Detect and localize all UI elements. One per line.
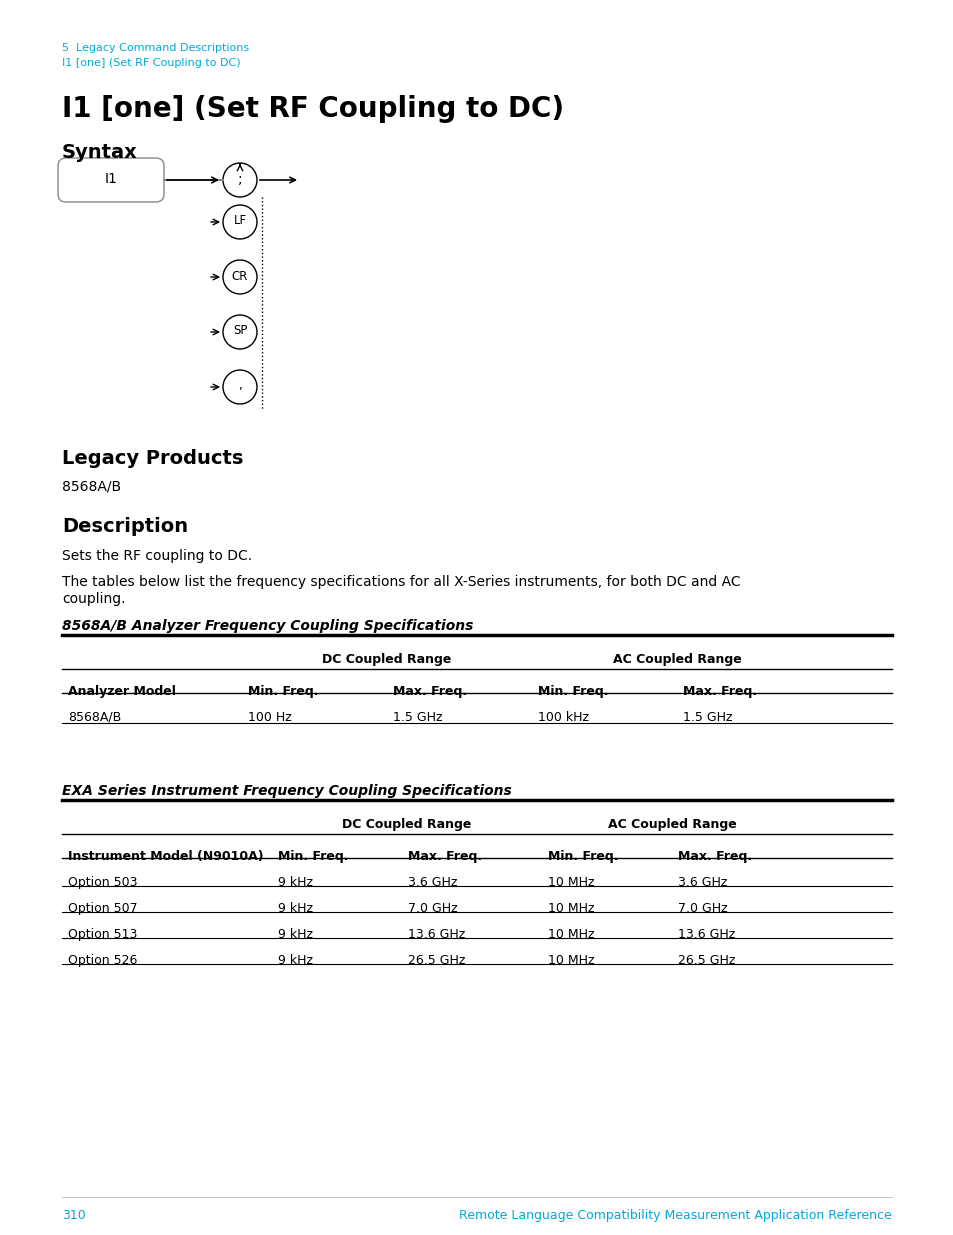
Text: Analyzer Model: Analyzer Model [68,685,175,698]
Text: I1 [one] (Set RF Coupling to DC): I1 [one] (Set RF Coupling to DC) [62,58,240,68]
Text: coupling.: coupling. [62,592,126,606]
Text: Option 507: Option 507 [68,902,137,915]
Text: 9 kHz: 9 kHz [277,953,313,967]
FancyBboxPatch shape [58,158,164,203]
Text: EXA Series Instrument Frequency Coupling Specifications: EXA Series Instrument Frequency Coupling… [62,784,511,798]
Text: 3.6 GHz: 3.6 GHz [678,876,726,889]
Text: AC Coupled Range: AC Coupled Range [607,818,736,831]
Text: 310: 310 [62,1209,86,1221]
Circle shape [223,315,256,350]
Text: 8568A/B Analyzer Frequency Coupling Specifications: 8568A/B Analyzer Frequency Coupling Spec… [62,619,473,634]
Text: I1 [one] (Set RF Coupling to DC): I1 [one] (Set RF Coupling to DC) [62,95,563,124]
Text: Max. Freq.: Max. Freq. [682,685,757,698]
Text: I1: I1 [105,172,117,186]
Text: 5  Legacy Command Descriptions: 5 Legacy Command Descriptions [62,43,249,53]
Text: Syntax: Syntax [62,143,137,162]
Text: 13.6 GHz: 13.6 GHz [678,927,735,941]
Text: 13.6 GHz: 13.6 GHz [408,927,465,941]
Text: 26.5 GHz: 26.5 GHz [408,953,465,967]
Text: 7.0 GHz: 7.0 GHz [678,902,727,915]
Text: 100 kHz: 100 kHz [537,711,588,724]
Text: Min. Freq.: Min. Freq. [547,850,618,863]
Text: LF: LF [233,215,246,227]
Text: CR: CR [232,269,248,283]
Text: Min. Freq.: Min. Freq. [248,685,318,698]
Text: 100 Hz: 100 Hz [248,711,292,724]
Text: Legacy Products: Legacy Products [62,450,243,468]
Circle shape [223,370,256,404]
Text: The tables below list the frequency specifications for all X-Series instruments,: The tables below list the frequency spec… [62,576,740,589]
Text: 1.5 GHz: 1.5 GHz [682,711,732,724]
Text: Min. Freq.: Min. Freq. [537,685,608,698]
Text: 9 kHz: 9 kHz [277,927,313,941]
Text: SP: SP [233,325,247,337]
Text: 1.5 GHz: 1.5 GHz [393,711,442,724]
Text: Option 526: Option 526 [68,953,137,967]
Text: Max. Freq.: Max. Freq. [408,850,481,863]
Text: ;: ; [237,172,242,186]
Circle shape [223,205,256,240]
Text: Option 503: Option 503 [68,876,137,889]
Text: Sets the RF coupling to DC.: Sets the RF coupling to DC. [62,550,252,563]
Text: Max. Freq.: Max. Freq. [393,685,467,698]
Text: 9 kHz: 9 kHz [277,902,313,915]
Text: 3.6 GHz: 3.6 GHz [408,876,456,889]
Text: Remote Language Compatibility Measurement Application Reference: Remote Language Compatibility Measuremen… [458,1209,891,1221]
Text: ,: , [238,379,242,393]
Text: DC Coupled Range: DC Coupled Range [322,653,451,666]
Text: DC Coupled Range: DC Coupled Range [342,818,471,831]
Text: 8568A/B: 8568A/B [62,479,121,493]
Text: Option 513: Option 513 [68,927,137,941]
Circle shape [223,261,256,294]
Text: 8568A/B: 8568A/B [68,711,121,724]
Text: 10 MHz: 10 MHz [547,876,594,889]
Text: 7.0 GHz: 7.0 GHz [408,902,457,915]
Text: Min. Freq.: Min. Freq. [277,850,348,863]
Text: Instrument Model (N9010A): Instrument Model (N9010A) [68,850,263,863]
Text: Max. Freq.: Max. Freq. [678,850,751,863]
Circle shape [223,163,256,198]
Text: 9 kHz: 9 kHz [277,876,313,889]
Text: 10 MHz: 10 MHz [547,927,594,941]
Text: 10 MHz: 10 MHz [547,902,594,915]
Text: AC Coupled Range: AC Coupled Range [612,653,740,666]
Text: Description: Description [62,517,188,536]
Text: 26.5 GHz: 26.5 GHz [678,953,735,967]
Text: 10 MHz: 10 MHz [547,953,594,967]
